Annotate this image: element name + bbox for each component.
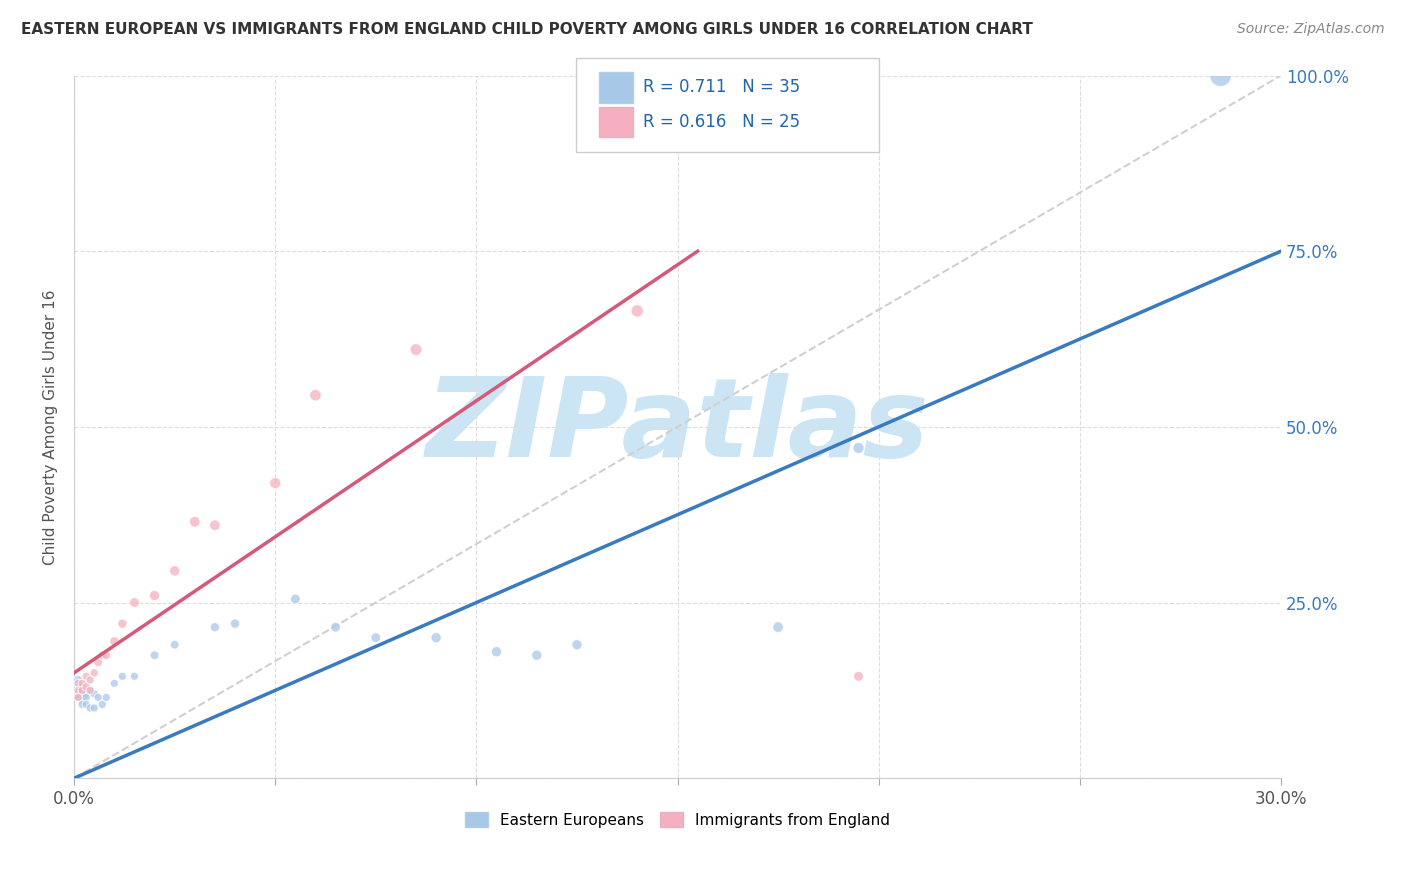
Point — [325, 620, 347, 634]
Point — [67, 690, 90, 705]
Point — [103, 634, 125, 648]
Point — [224, 616, 246, 631]
Point — [70, 680, 93, 694]
Point — [70, 694, 93, 708]
Point — [70, 683, 93, 698]
Y-axis label: Child Poverty Among Girls Under 16: Child Poverty Among Girls Under 16 — [44, 289, 58, 565]
Text: R = 0.711   N = 35: R = 0.711 N = 35 — [643, 78, 800, 96]
Legend: Eastern Europeans, Immigrants from England: Eastern Europeans, Immigrants from Engla… — [460, 805, 896, 834]
Point — [96, 690, 118, 705]
Point — [70, 698, 93, 712]
Point — [75, 698, 97, 712]
Point — [83, 701, 105, 715]
Point — [91, 698, 114, 712]
Point — [204, 518, 226, 533]
Point — [848, 669, 870, 683]
Point — [67, 690, 90, 705]
Point — [184, 515, 207, 529]
Point — [204, 620, 226, 634]
Point — [91, 648, 114, 663]
Point — [67, 676, 90, 690]
Point — [405, 343, 427, 357]
Point — [79, 683, 101, 698]
Point — [83, 665, 105, 680]
Point — [111, 669, 134, 683]
Point — [526, 648, 548, 663]
Point — [79, 673, 101, 687]
Point — [103, 676, 125, 690]
Point — [848, 441, 870, 455]
Point — [79, 683, 101, 698]
Text: R = 0.616   N = 25: R = 0.616 N = 25 — [643, 113, 800, 131]
Text: Source: ZipAtlas.com: Source: ZipAtlas.com — [1237, 22, 1385, 37]
Point — [96, 648, 118, 663]
Point — [75, 690, 97, 705]
Point — [425, 631, 447, 645]
Point — [163, 564, 186, 578]
Point — [163, 638, 186, 652]
Point — [364, 631, 387, 645]
Point — [87, 655, 110, 669]
Point — [75, 687, 97, 701]
Point — [485, 645, 508, 659]
Point — [70, 676, 93, 690]
Point — [75, 669, 97, 683]
Point — [626, 304, 648, 318]
Point — [304, 388, 326, 402]
Text: EASTERN EUROPEAN VS IMMIGRANTS FROM ENGLAND CHILD POVERTY AMONG GIRLS UNDER 16 C: EASTERN EUROPEAN VS IMMIGRANTS FROM ENGL… — [21, 22, 1033, 37]
Point — [143, 648, 166, 663]
Point — [67, 676, 90, 690]
Text: ZIPatlas: ZIPatlas — [426, 374, 929, 481]
Point — [284, 592, 307, 607]
Point — [124, 669, 146, 683]
Point — [766, 620, 789, 634]
Point — [1209, 69, 1232, 83]
Point — [67, 673, 90, 687]
Point — [111, 616, 134, 631]
Point — [565, 638, 588, 652]
Point — [124, 596, 146, 610]
Point — [70, 683, 93, 698]
Point — [83, 687, 105, 701]
Point — [264, 476, 287, 491]
Point — [143, 589, 166, 603]
Point — [75, 680, 97, 694]
Point — [87, 690, 110, 705]
Point — [67, 687, 90, 701]
Point — [79, 701, 101, 715]
Point — [67, 683, 90, 698]
